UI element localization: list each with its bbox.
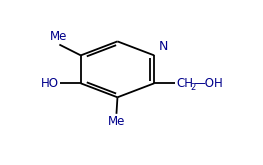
Text: Me: Me <box>50 30 67 43</box>
Text: N: N <box>159 40 168 53</box>
Text: Me: Me <box>108 115 125 128</box>
Text: 2: 2 <box>190 83 196 92</box>
Text: CH: CH <box>176 77 194 90</box>
Text: HO: HO <box>41 77 59 90</box>
Text: —OH: —OH <box>193 77 223 90</box>
